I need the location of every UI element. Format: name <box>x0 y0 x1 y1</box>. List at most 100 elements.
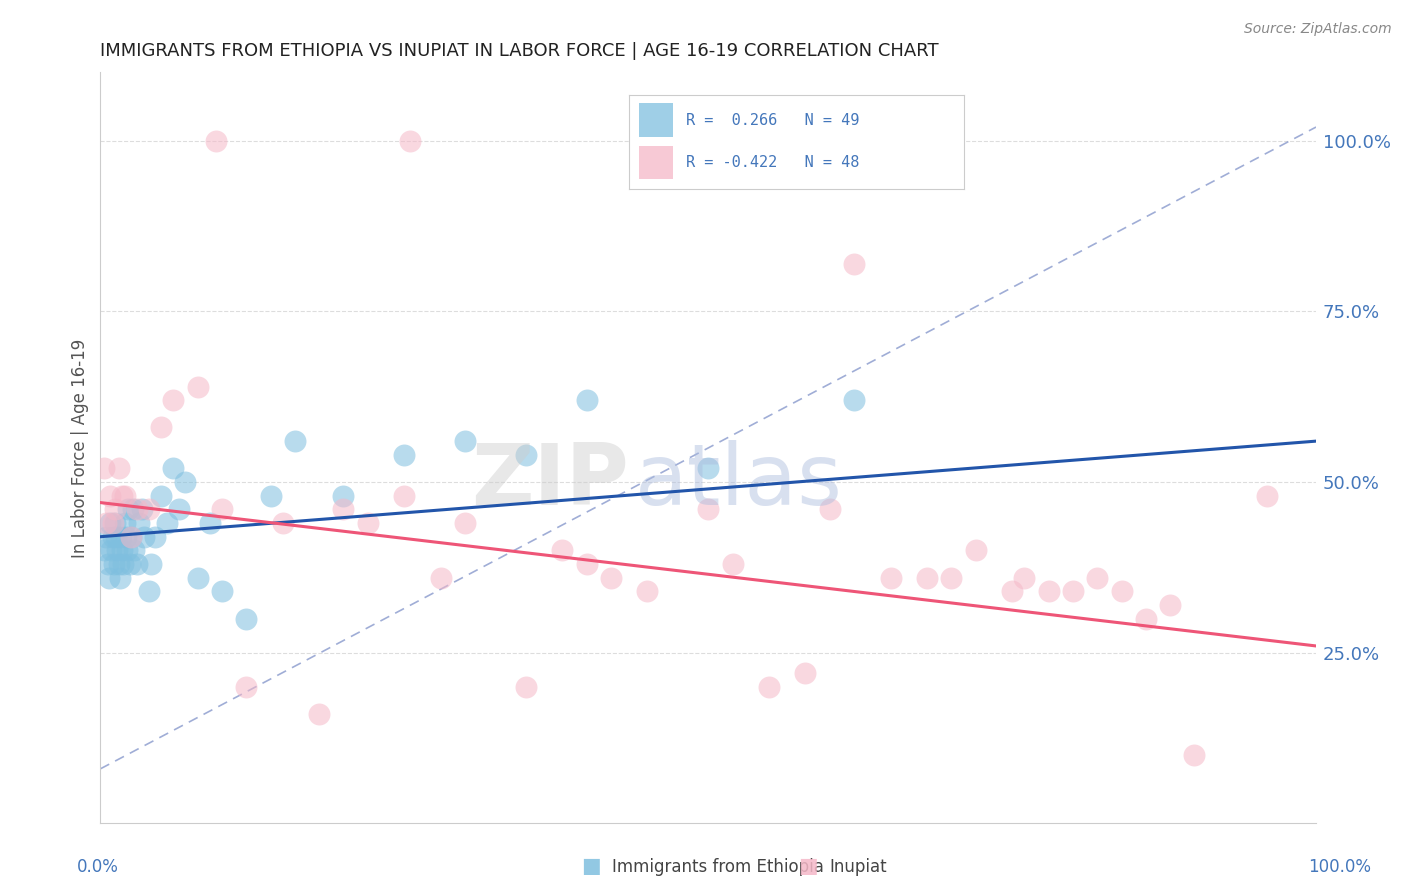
Point <box>399 134 422 148</box>
Point <box>96 530 118 544</box>
Point <box>818 502 841 516</box>
Text: ■: ■ <box>581 856 600 876</box>
Text: 100.0%: 100.0% <box>1308 858 1371 876</box>
Point <box>104 516 127 530</box>
Text: Immigrants from Ethiopia: Immigrants from Ethiopia <box>612 858 824 876</box>
Point <box>138 584 160 599</box>
Point <box>357 516 380 530</box>
Point <box>93 543 115 558</box>
Point <box>551 543 574 558</box>
Point <box>187 571 209 585</box>
Point <box>120 530 142 544</box>
Point <box>122 502 145 516</box>
Point <box>575 393 598 408</box>
Point <box>1062 584 1084 599</box>
Point <box>98 489 121 503</box>
Point <box>143 530 166 544</box>
Point <box>128 516 150 530</box>
Point <box>138 502 160 516</box>
Point <box>1111 584 1133 599</box>
Text: IMMIGRANTS FROM ETHIOPIA VS INUPIAT IN LABOR FORCE | AGE 16-19 CORRELATION CHART: IMMIGRANTS FROM ETHIOPIA VS INUPIAT IN L… <box>100 42 939 60</box>
Point <box>842 257 865 271</box>
Point <box>454 434 477 449</box>
Point <box>111 543 134 558</box>
Point <box>103 557 125 571</box>
Point <box>1085 571 1108 585</box>
Point <box>332 502 354 516</box>
Point <box>162 393 184 408</box>
Point <box>235 612 257 626</box>
Point <box>110 530 132 544</box>
Point <box>105 530 128 544</box>
Point <box>879 571 901 585</box>
Point <box>308 707 330 722</box>
Point <box>235 680 257 694</box>
Point <box>1135 612 1157 626</box>
Point <box>141 557 163 571</box>
Point <box>118 557 141 571</box>
Point <box>515 448 537 462</box>
Point <box>134 530 156 544</box>
Text: ■: ■ <box>799 856 818 876</box>
Point <box>125 557 148 571</box>
Point <box>721 557 744 571</box>
Point <box>120 530 142 544</box>
Point <box>101 530 124 544</box>
Point <box>1256 489 1278 503</box>
Point <box>794 666 817 681</box>
Point <box>1001 584 1024 599</box>
Text: Source: ZipAtlas.com: Source: ZipAtlas.com <box>1244 22 1392 37</box>
Point <box>114 516 136 530</box>
Point <box>198 516 221 530</box>
Point <box>1038 584 1060 599</box>
Point <box>284 434 307 449</box>
Point <box>259 489 281 503</box>
Point <box>162 461 184 475</box>
Point <box>125 502 148 516</box>
Point <box>150 420 173 434</box>
Text: Inupiat: Inupiat <box>830 858 887 876</box>
Point <box>107 557 129 571</box>
Point <box>112 557 135 571</box>
Point <box>394 489 416 503</box>
Point <box>758 680 780 694</box>
Point <box>429 571 451 585</box>
Point <box>115 543 138 558</box>
Y-axis label: In Labor Force | Age 16-19: In Labor Force | Age 16-19 <box>72 338 89 558</box>
Point <box>174 475 197 489</box>
Point <box>124 543 146 558</box>
Text: 0.0%: 0.0% <box>77 858 120 876</box>
Point <box>211 584 233 599</box>
Point <box>101 516 124 530</box>
Point <box>93 461 115 475</box>
Point <box>114 489 136 503</box>
Point <box>697 502 720 516</box>
Text: atlas: atlas <box>636 441 844 524</box>
Point <box>1014 571 1036 585</box>
Point <box>915 571 938 585</box>
Point <box>169 502 191 516</box>
Point <box>150 489 173 503</box>
Point <box>100 543 122 558</box>
Point <box>105 543 128 558</box>
Point <box>697 461 720 475</box>
Point <box>131 502 153 516</box>
Point <box>271 516 294 530</box>
Point <box>111 489 134 503</box>
Point <box>117 502 139 516</box>
Point <box>394 448 416 462</box>
Point <box>156 516 179 530</box>
Point <box>97 557 120 571</box>
Text: ZIP: ZIP <box>471 441 628 524</box>
Point <box>1159 598 1181 612</box>
Point <box>205 134 228 148</box>
Point <box>965 543 987 558</box>
Point <box>211 502 233 516</box>
Point <box>107 461 129 475</box>
Point <box>115 530 138 544</box>
Point <box>187 379 209 393</box>
Point <box>97 571 120 585</box>
Point <box>600 571 623 585</box>
Point <box>104 502 127 516</box>
Point <box>332 489 354 503</box>
